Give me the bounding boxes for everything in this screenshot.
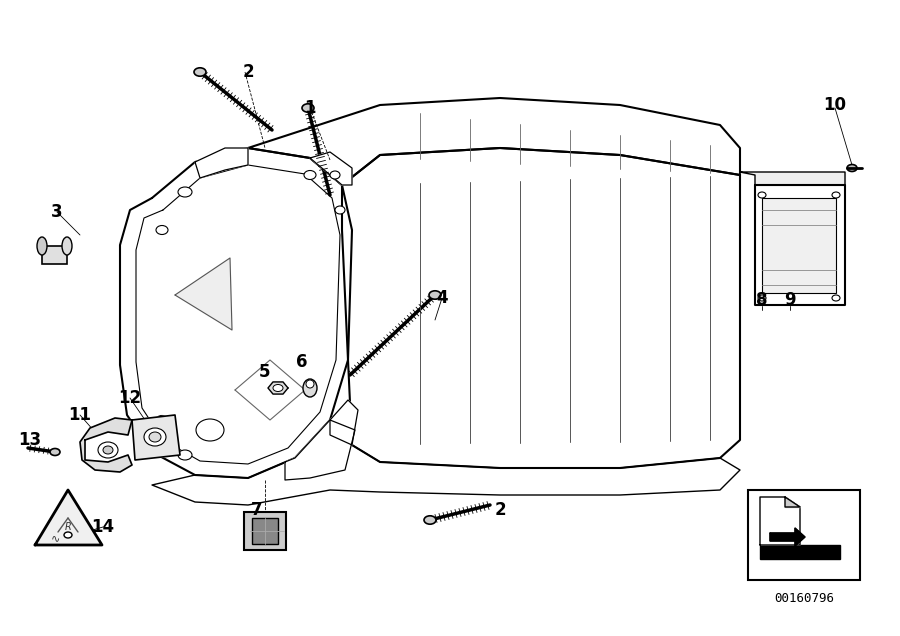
Bar (42, 246, 67, 264)
Ellipse shape (758, 192, 766, 198)
Ellipse shape (156, 415, 168, 424)
Ellipse shape (832, 192, 840, 198)
Ellipse shape (302, 104, 314, 112)
Ellipse shape (64, 532, 72, 538)
Text: 7: 7 (251, 501, 263, 519)
Ellipse shape (37, 237, 47, 255)
Polygon shape (268, 382, 288, 394)
Text: 13: 13 (18, 431, 41, 449)
Ellipse shape (303, 379, 317, 397)
Text: 2: 2 (242, 63, 254, 81)
Text: ∿: ∿ (50, 533, 59, 543)
Bar (760, 545, 840, 559)
Ellipse shape (98, 442, 118, 458)
Polygon shape (785, 497, 800, 507)
Polygon shape (80, 418, 132, 472)
Ellipse shape (335, 206, 345, 214)
Polygon shape (760, 497, 800, 545)
Ellipse shape (847, 165, 857, 172)
Text: 11: 11 (68, 406, 92, 424)
Text: 4: 4 (436, 289, 448, 307)
Ellipse shape (178, 187, 192, 197)
Text: R: R (65, 522, 71, 532)
Polygon shape (120, 148, 352, 478)
Bar (244, 512, 286, 550)
Text: 6: 6 (296, 353, 308, 371)
Ellipse shape (149, 432, 161, 442)
Ellipse shape (330, 171, 340, 179)
Polygon shape (152, 420, 740, 505)
Polygon shape (195, 148, 248, 178)
Bar (252, 518, 278, 544)
Ellipse shape (273, 385, 283, 392)
Text: 5: 5 (259, 363, 271, 381)
Polygon shape (35, 490, 102, 545)
Polygon shape (175, 258, 232, 330)
Bar (762, 198, 836, 293)
Ellipse shape (429, 291, 441, 299)
Ellipse shape (832, 295, 840, 301)
Ellipse shape (178, 450, 192, 460)
Ellipse shape (156, 226, 168, 235)
Polygon shape (285, 420, 355, 480)
Polygon shape (235, 360, 305, 420)
Text: 3: 3 (51, 203, 63, 221)
Ellipse shape (103, 446, 113, 454)
Ellipse shape (50, 448, 60, 455)
Ellipse shape (758, 295, 766, 301)
Polygon shape (770, 528, 805, 546)
Ellipse shape (196, 419, 224, 441)
Polygon shape (136, 165, 340, 464)
Text: 10: 10 (824, 96, 847, 114)
Polygon shape (310, 152, 352, 185)
Text: 00160796: 00160796 (774, 591, 834, 604)
Ellipse shape (424, 516, 436, 524)
Polygon shape (755, 185, 845, 305)
Bar (748, 490, 860, 580)
Polygon shape (740, 172, 845, 185)
Polygon shape (342, 148, 740, 468)
Ellipse shape (306, 380, 314, 388)
Ellipse shape (62, 237, 72, 255)
Text: 14: 14 (92, 518, 114, 536)
Text: 1: 1 (304, 99, 316, 117)
Ellipse shape (304, 170, 316, 179)
Text: 8: 8 (756, 291, 768, 309)
Polygon shape (132, 415, 180, 460)
Text: 12: 12 (119, 389, 141, 407)
Polygon shape (248, 98, 740, 185)
Text: 9: 9 (784, 291, 796, 309)
Ellipse shape (194, 68, 206, 76)
Text: 2: 2 (494, 501, 506, 519)
Polygon shape (330, 400, 358, 445)
Ellipse shape (144, 428, 166, 446)
